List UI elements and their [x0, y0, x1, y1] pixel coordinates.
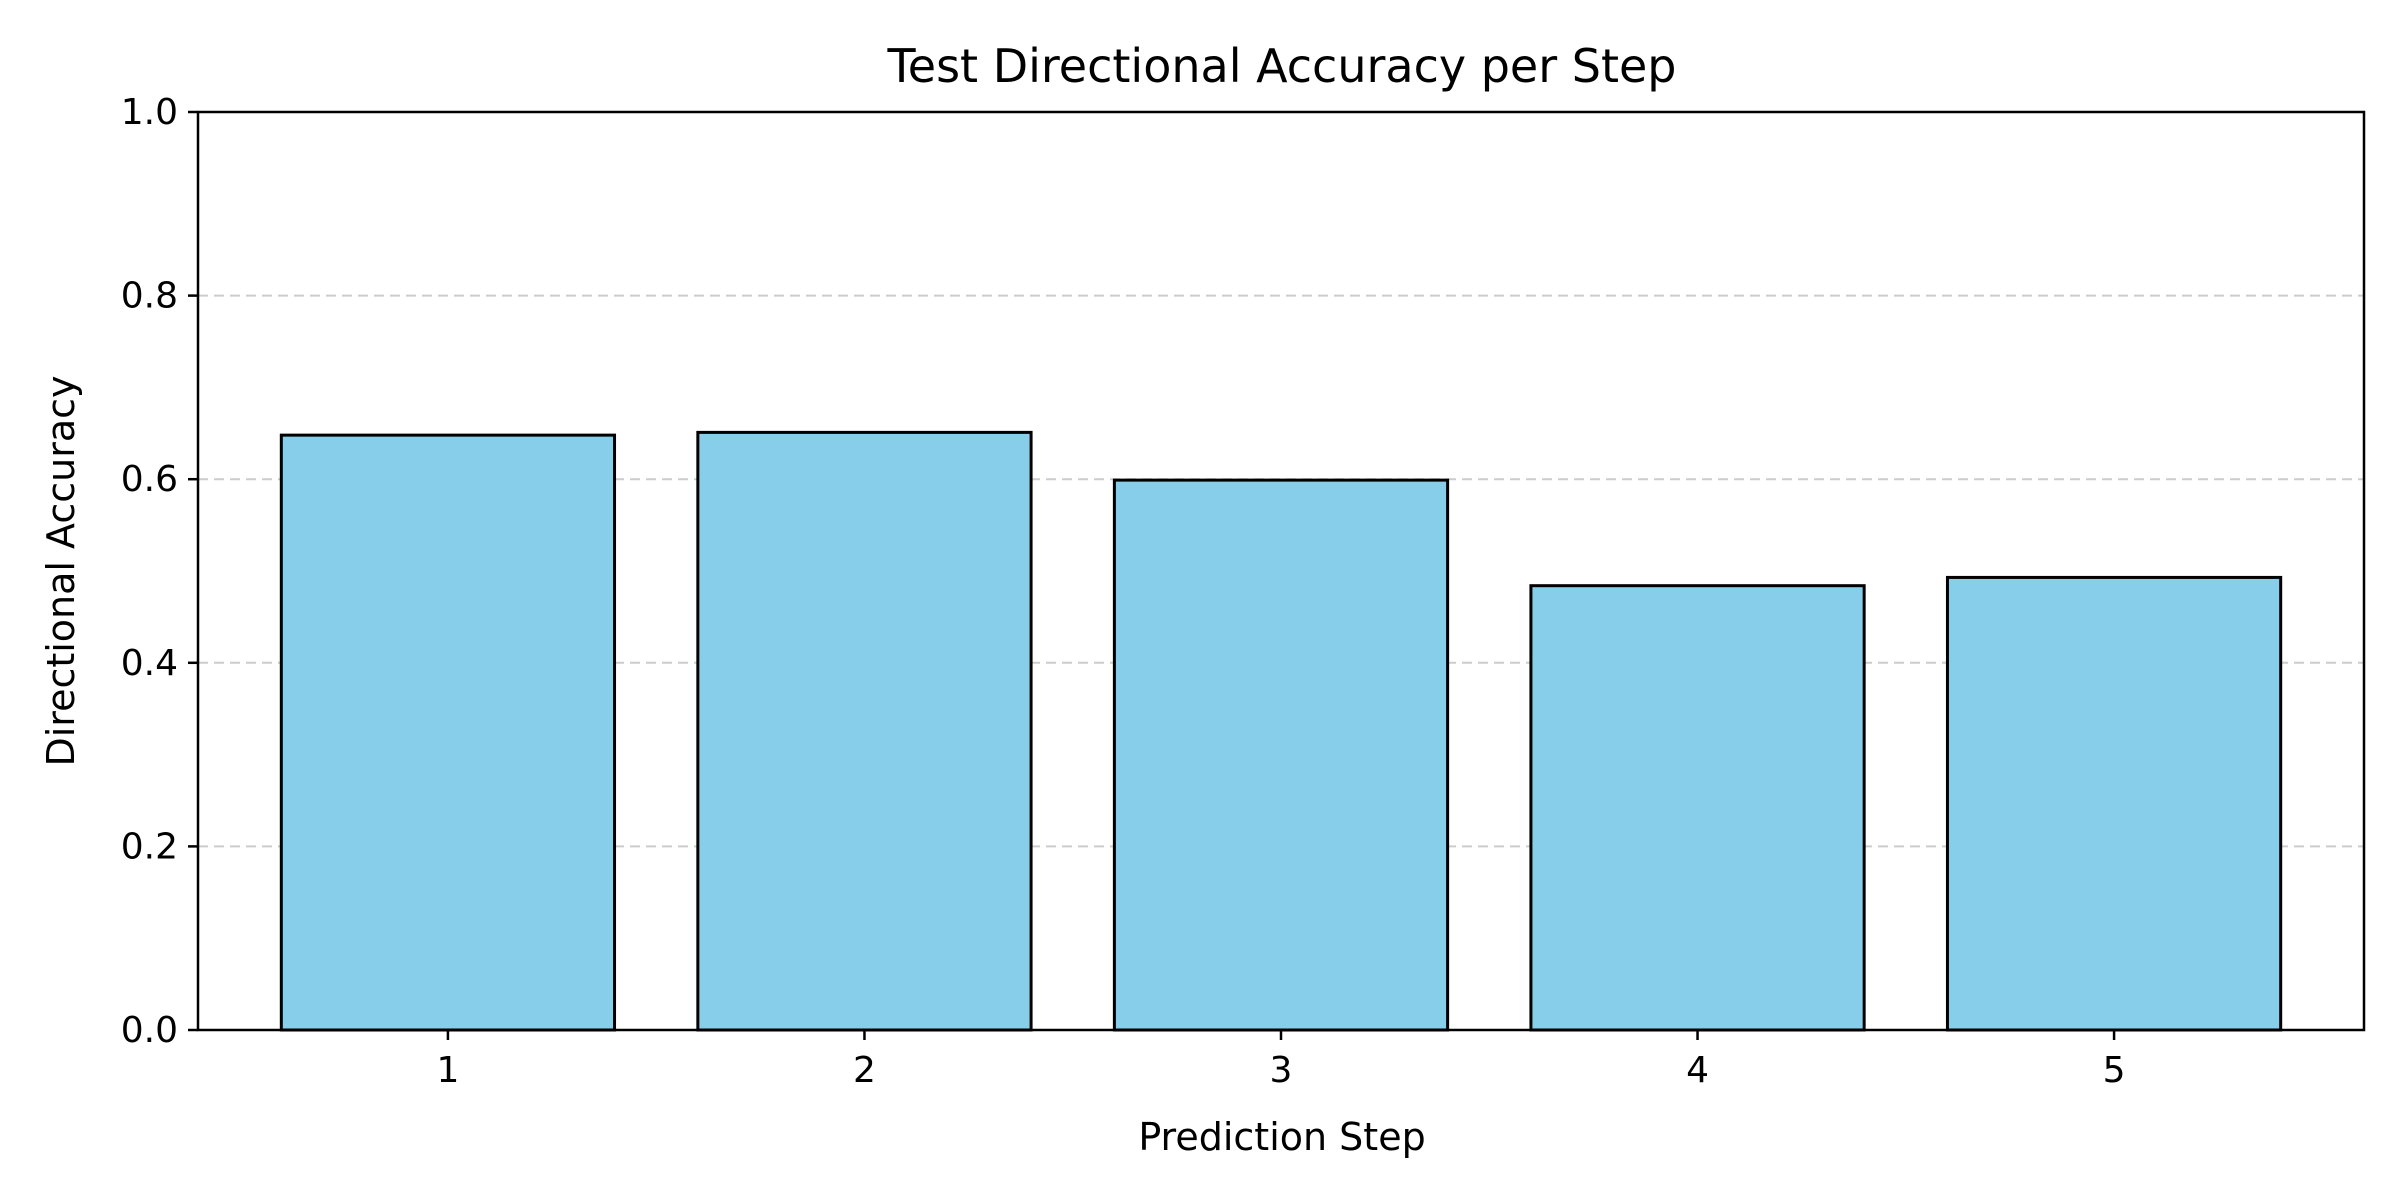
chart-title: Test Directional Accuracy per Step — [886, 39, 1676, 93]
y-tick-label: 0.2 — [121, 826, 178, 867]
y-tick-label: 0.0 — [121, 1010, 178, 1051]
y-axis-label: Directional Accuracy — [39, 375, 83, 766]
y-tick-label: 0.4 — [121, 643, 178, 684]
x-tick-label: 5 — [2103, 1050, 2126, 1091]
x-axis-label: Prediction Step — [1138, 1115, 1425, 1159]
bar-step-1 — [279, 433, 617, 1032]
bars — [279, 430, 2283, 1032]
bar-step-4 — [1529, 584, 1866, 1032]
bar-step-2 — [696, 430, 1033, 1032]
bar-step-3 — [1112, 478, 1450, 1032]
bar-step-5 — [1945, 575, 2283, 1032]
y-tick-label: 0.8 — [121, 276, 178, 317]
x-tick-label: 3 — [1270, 1050, 1293, 1091]
y-tick-label: 1.0 — [121, 92, 178, 133]
y-tick-label: 0.6 — [121, 459, 178, 500]
x-axis-ticks: 1 2 3 4 5 — [436, 1030, 2126, 1091]
x-tick-label: 4 — [1686, 1050, 1709, 1091]
x-tick-label: 2 — [853, 1050, 876, 1091]
x-tick-label: 1 — [436, 1050, 459, 1091]
y-axis-ticks: 0.0 0.2 0.4 0.6 0.8 1.0 — [121, 92, 198, 1051]
